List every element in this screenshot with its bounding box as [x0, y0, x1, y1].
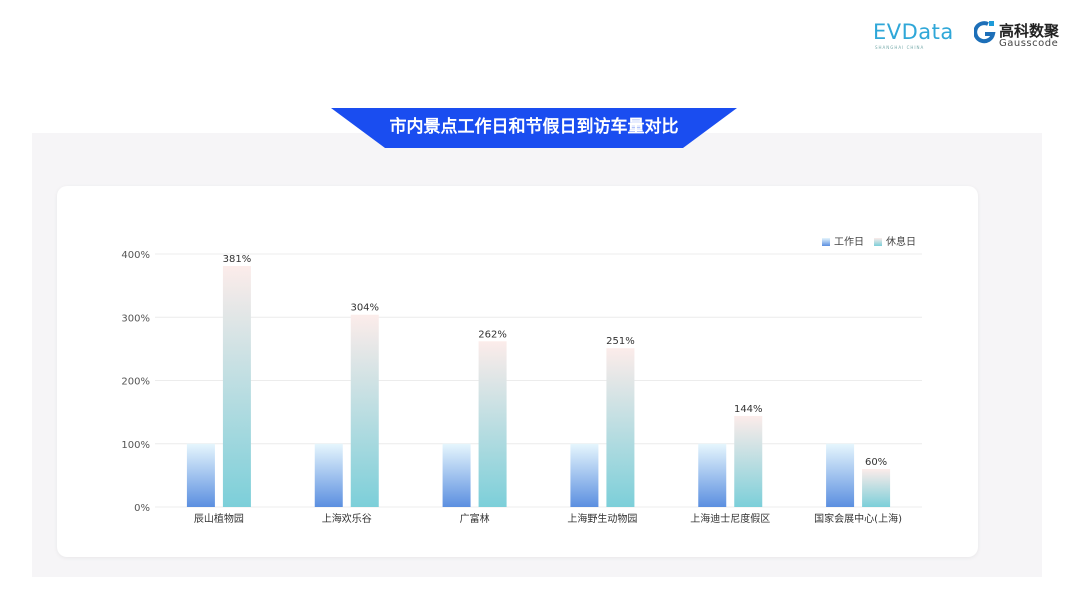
bar-workday[interactable] [442, 443, 471, 507]
x-tick-label: 上海欢乐谷 [322, 512, 372, 525]
bar-workday[interactable] [826, 443, 855, 507]
gausscode-mark-icon [973, 21, 996, 44]
y-tick-label: 400% [121, 250, 150, 261]
x-tick-label: 上海迪士尼度假区 [690, 512, 770, 525]
evdata-logo-sub: SHANGHAI CHINA [875, 45, 925, 50]
gausscode-cn: 高科数聚 [999, 22, 1060, 40]
bar-workday[interactable] [698, 443, 727, 507]
data-label: 144% [734, 404, 763, 415]
data-label: 251% [606, 336, 635, 347]
title-banner [331, 108, 737, 148]
x-tick-label: 国家会展中心(上海) [814, 512, 902, 525]
bar-rest[interactable] [606, 348, 635, 507]
bar-rest[interactable] [222, 266, 251, 507]
legend-item-rest[interactable]: 休息日 [874, 233, 916, 248]
gausscode-logo: 高科数聚 Gausscode [973, 20, 1059, 49]
legend-label: 休息日 [886, 237, 916, 248]
bar-workday[interactable] [186, 443, 215, 507]
y-tick-label: 0% [134, 503, 150, 514]
y-tick-label: 100% [121, 440, 150, 451]
x-tick-label: 辰山植物园 [194, 512, 244, 525]
bar-rest[interactable] [478, 341, 507, 507]
bar-workday[interactable] [570, 443, 599, 507]
x-tick-label: 上海野生动物园 [567, 512, 637, 525]
legend-item-workday[interactable]: 工作日 [822, 233, 864, 248]
gausscode-en: Gausscode [999, 38, 1059, 49]
bar-rest[interactable] [862, 469, 891, 507]
data-label: 381% [223, 254, 252, 265]
x-tick-label: 广富林 [460, 512, 490, 525]
y-tick-label: 300% [121, 313, 150, 324]
bar-rest[interactable] [734, 415, 763, 507]
bar-rest[interactable] [350, 314, 379, 507]
data-label: 60% [865, 457, 887, 468]
bar-workday[interactable] [314, 443, 343, 507]
y-tick-label: 200% [121, 377, 150, 388]
data-label: 262% [478, 329, 507, 340]
data-label: 304% [350, 303, 379, 314]
evdata-logo-text: EVData [873, 20, 954, 44]
legend: 工作日 休息日 [822, 233, 916, 248]
page-title: 市内景点工作日和节假日到访车量对比 [389, 117, 679, 137]
evdata-logo: EVData SHANGHAI CHINA [873, 20, 954, 50]
legend-label: 工作日 [834, 237, 864, 248]
